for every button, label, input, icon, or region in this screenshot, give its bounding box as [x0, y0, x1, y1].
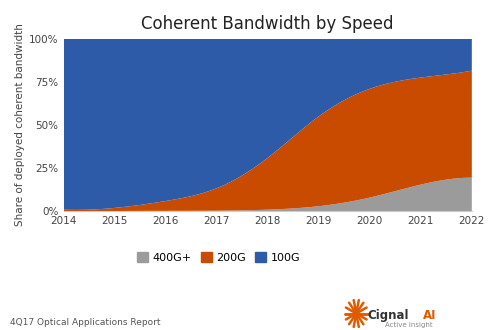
Text: AI: AI: [422, 309, 436, 322]
Y-axis label: Share of deployed coherent bandwidth: Share of deployed coherent bandwidth: [15, 24, 25, 226]
Text: Active Insight: Active Insight: [385, 322, 432, 328]
Text: Cignal: Cignal: [368, 309, 409, 322]
Title: Coherent Bandwidth by Speed: Coherent Bandwidth by Speed: [142, 15, 394, 33]
Legend: 400G+, 200G, 100G: 400G+, 200G, 100G: [133, 248, 304, 267]
Text: 4Q17 Optical Applications Report: 4Q17 Optical Applications Report: [10, 318, 160, 327]
